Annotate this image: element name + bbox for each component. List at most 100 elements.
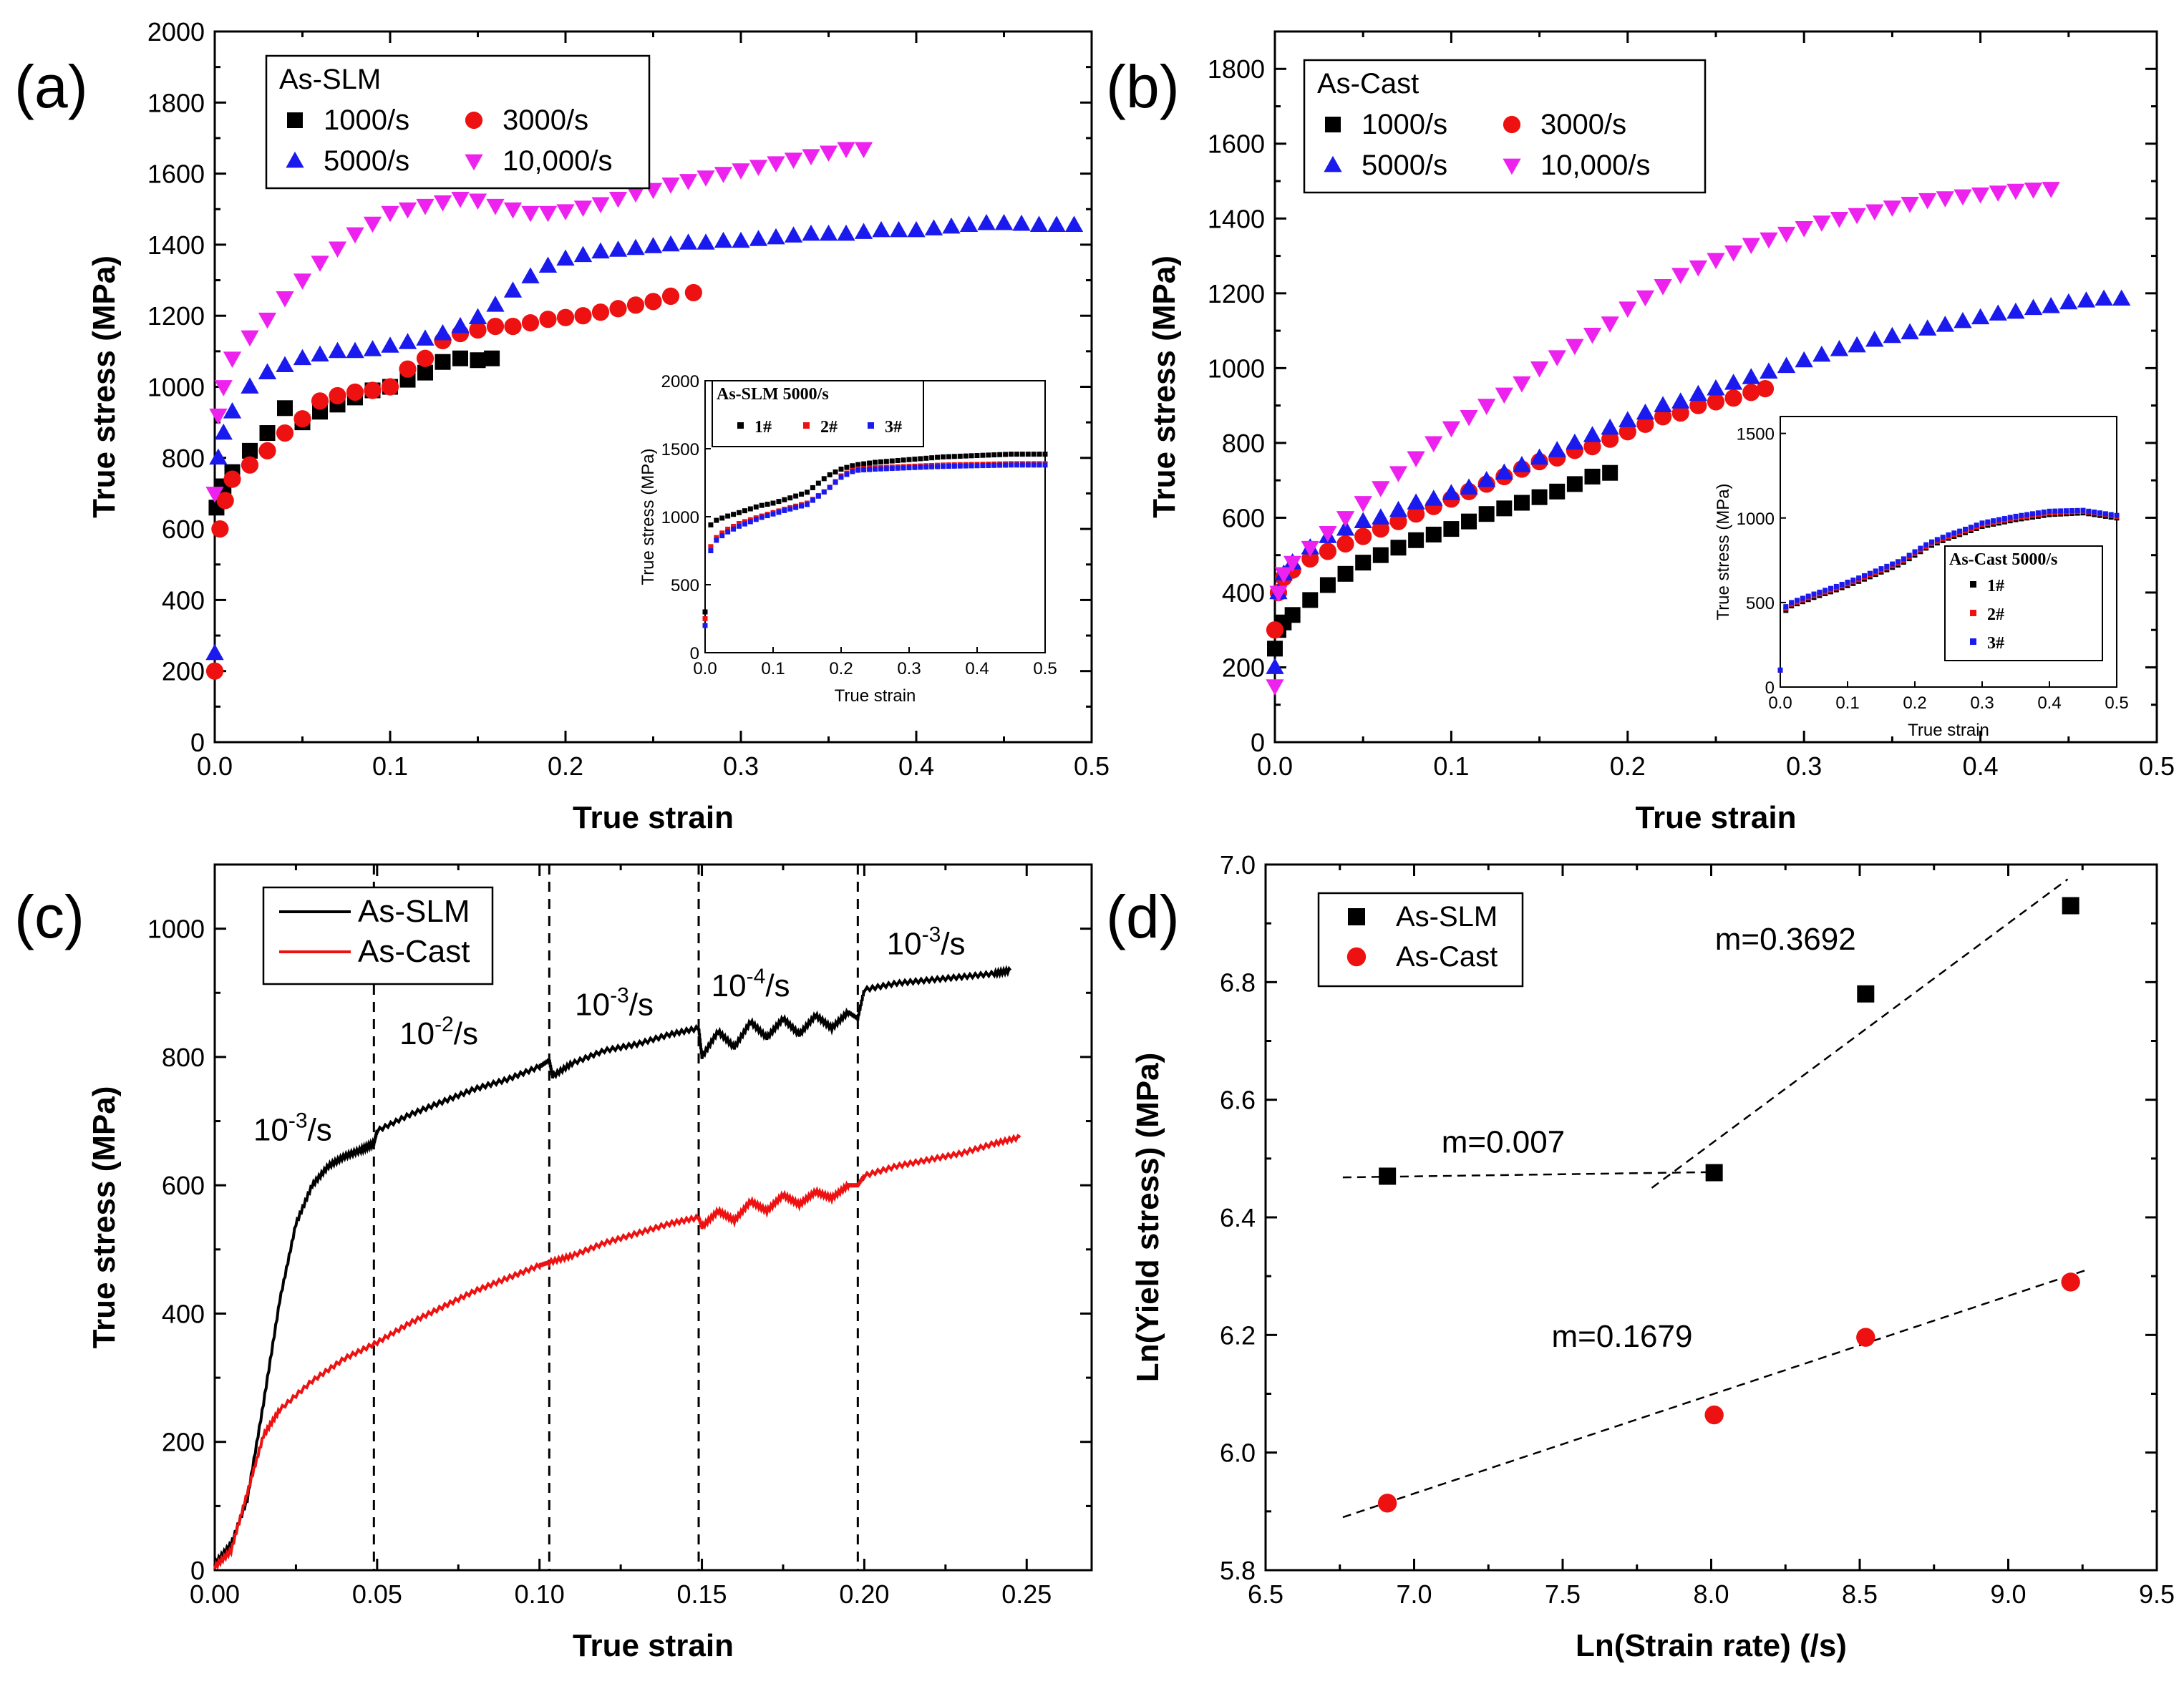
x-tick-label: 0.3	[1786, 751, 1822, 781]
inset-legend-entry: 3#	[885, 418, 902, 437]
data-point	[2062, 897, 2079, 915]
x-tick-label: 8.0	[1693, 1579, 1729, 1609]
slope-label: m=0.007	[1442, 1125, 1565, 1160]
inset-legend-entry: 2#	[1987, 605, 2004, 624]
data-point	[364, 381, 382, 399]
rate-exponent: -3	[922, 922, 941, 946]
data-point	[1989, 185, 2007, 202]
data-point	[697, 233, 715, 250]
panel-a: 0.0 0.1 0.2 0.3 0.4 0.5 0 200 400 600 800 1000 1200 1…	[14, 17, 1110, 835]
data-point	[276, 356, 294, 373]
data-point	[1795, 221, 1813, 238]
series-1000s	[208, 350, 500, 516]
inset-point	[737, 510, 742, 515]
x-axis-label: Ln(Strain rate) (/s)	[1576, 1628, 1847, 1663]
data-point	[714, 167, 733, 183]
inset-point	[719, 530, 725, 536]
data-point	[1513, 376, 1531, 393]
inset-point	[969, 453, 974, 459]
y-tick-label: 800	[1222, 429, 1265, 458]
inset-point	[946, 454, 951, 459]
data-point	[749, 160, 768, 176]
data-point	[2042, 182, 2060, 198]
data-point	[486, 317, 505, 336]
inset-point	[951, 463, 957, 469]
data-point	[259, 425, 276, 442]
strain-rate-annotation: 10-4/s	[712, 965, 790, 1003]
inset-point	[906, 465, 912, 471]
data-point	[1742, 384, 1760, 401]
x-tick-label: 0.5	[1074, 751, 1110, 781]
data-point	[276, 291, 294, 308]
data-point	[1301, 550, 1319, 568]
y-tick-label: 400	[162, 585, 205, 615]
data-point	[1583, 327, 1602, 344]
inset-point	[935, 464, 941, 469]
inset-x-tick-label: 0.0	[693, 659, 717, 678]
data-point	[1583, 438, 1601, 456]
data-point	[538, 256, 558, 273]
data-point	[1372, 547, 1389, 563]
data-point	[1389, 466, 1408, 482]
series-5000s	[205, 213, 1084, 661]
inset-point	[2097, 510, 2102, 516]
inset-x-tick-label: 0.3	[1970, 693, 1994, 713]
inset-point	[793, 505, 799, 510]
y-tick-label: 6.4	[1220, 1203, 1256, 1232]
inset-legend-entry: 2#	[820, 418, 838, 437]
inset-point	[1795, 598, 1800, 603]
y-tick-label: 200	[162, 657, 205, 686]
panel-d: 6.5 7.0 7.5 8.0 8.5 9.0 9.5 5.8 6.0 6.2 6.4 6.6 6.8 7…	[1106, 850, 2175, 1663]
data-point	[2024, 298, 2043, 316]
data-point	[1460, 478, 1478, 495]
data-point	[1548, 350, 1566, 366]
data-point	[1777, 356, 1796, 374]
inset-x-tick-label: 0.1	[1835, 693, 1859, 713]
inset-point	[719, 533, 725, 539]
data-point	[1064, 215, 1084, 232]
inset-point	[731, 526, 737, 532]
inset-point	[787, 506, 793, 512]
inset-point	[1828, 585, 1833, 591]
inset-point	[1031, 452, 1037, 457]
inset-point	[986, 452, 991, 458]
data-point	[1724, 374, 1743, 390]
data-point	[942, 217, 961, 234]
legend-entry: 5000/s	[324, 145, 409, 177]
inset-point	[1042, 452, 1048, 457]
inset-point	[753, 517, 759, 522]
inset-point	[1811, 591, 1817, 597]
inset-point	[810, 497, 815, 503]
inset-point	[2102, 511, 2108, 517]
inset-point	[991, 462, 997, 468]
y-axis-label: True stress (MPa)	[87, 1086, 122, 1349]
inset-point	[776, 510, 782, 515]
series-line-As-SLM	[213, 965, 1012, 1567]
inset-point	[1037, 462, 1042, 468]
inset-point	[2019, 512, 2024, 518]
inset-point	[878, 466, 883, 472]
inset-point	[2001, 516, 2007, 522]
x-tick-label: 0.25	[1001, 1579, 1052, 1609]
inset-point	[1923, 542, 1929, 547]
x-tick-label: 0.0	[197, 751, 233, 781]
data-point	[1513, 495, 1530, 511]
inset-point	[1009, 462, 1014, 468]
inset-point	[912, 464, 918, 470]
data-point	[2077, 291, 2096, 308]
inset-point	[1833, 583, 1839, 589]
data-point	[1971, 308, 1990, 325]
data-point	[2112, 289, 2131, 306]
inset-point	[731, 523, 737, 529]
data-point	[1636, 403, 1655, 420]
y-tick-label: 6.6	[1220, 1086, 1256, 1115]
data-point	[470, 352, 486, 369]
inset-point	[935, 454, 941, 460]
data-point	[644, 237, 663, 253]
data-point	[1302, 592, 1319, 608]
inset: 0.0 0.1 0.2 0.3 0.4 0.5 0 500 1000 1500 2000 True s…	[639, 372, 1057, 706]
y-tick-label: 7.0	[1220, 850, 1256, 880]
legend-marker	[287, 112, 303, 128]
inset-x-tick-label: 0.5	[2105, 693, 2128, 713]
data-point	[1584, 468, 1601, 485]
